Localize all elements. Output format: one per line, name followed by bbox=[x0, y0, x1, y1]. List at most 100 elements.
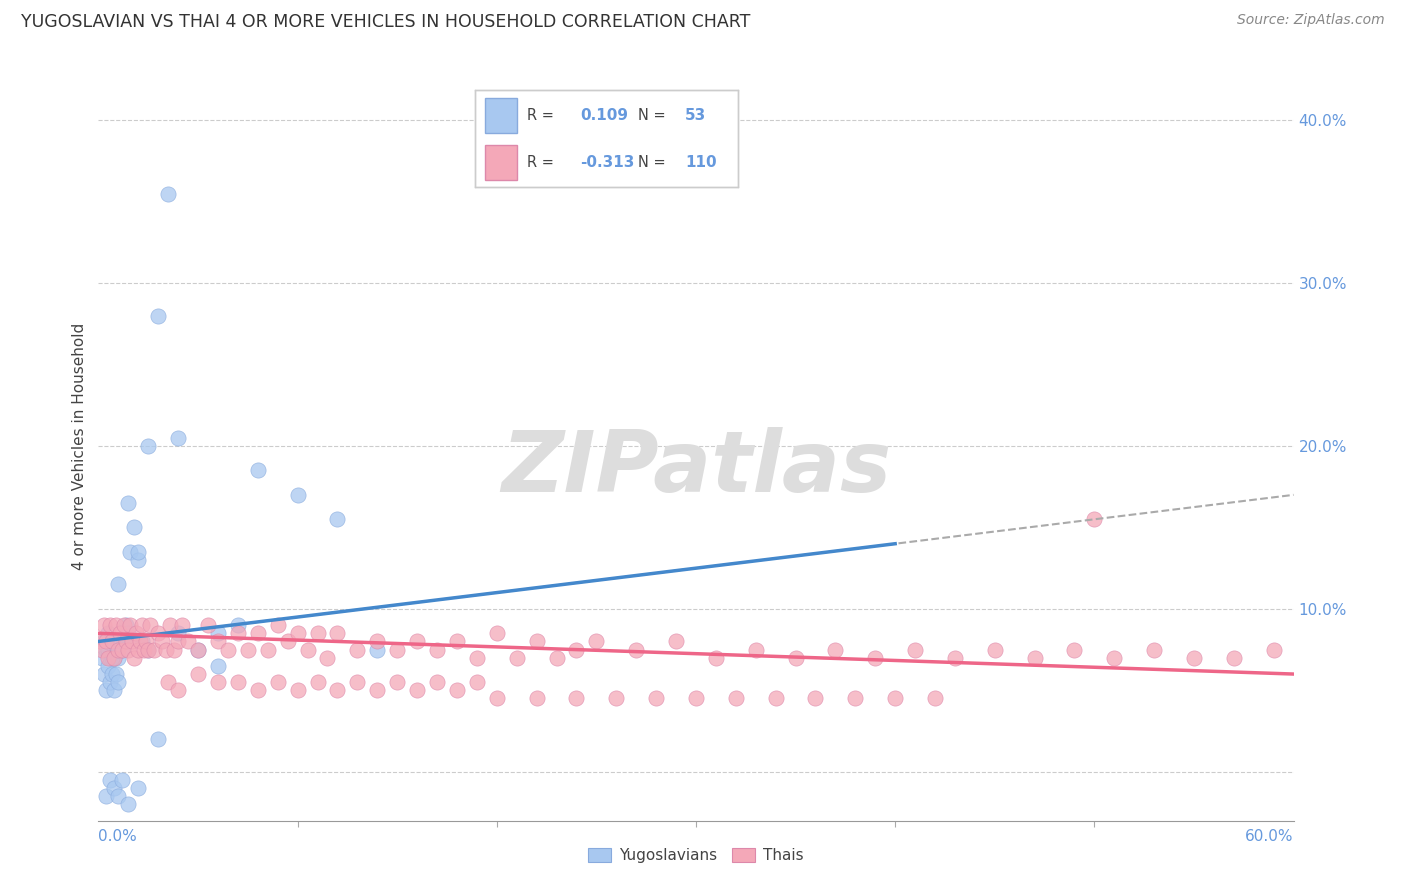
Text: 60.0%: 60.0% bbox=[1246, 829, 1294, 844]
Point bbox=[246, 683, 269, 698]
Point bbox=[585, 634, 607, 648]
Point bbox=[904, 642, 927, 657]
Point bbox=[167, 626, 190, 640]
Point bbox=[97, 642, 120, 657]
Point bbox=[884, 691, 907, 706]
Point bbox=[167, 634, 190, 648]
Point bbox=[107, 577, 129, 591]
Text: ZIPatlas: ZIPatlas bbox=[501, 427, 891, 510]
Point bbox=[446, 634, 468, 648]
Point bbox=[167, 683, 190, 698]
Point bbox=[177, 634, 200, 648]
Point bbox=[226, 626, 249, 640]
Point bbox=[1263, 642, 1285, 657]
Point bbox=[98, 618, 122, 632]
Point bbox=[163, 642, 186, 657]
Point bbox=[506, 650, 529, 665]
Point bbox=[98, 650, 122, 665]
Point bbox=[385, 675, 409, 690]
Point bbox=[765, 691, 787, 706]
Point bbox=[485, 691, 508, 706]
Point bbox=[101, 650, 124, 665]
Point bbox=[824, 642, 846, 657]
Point bbox=[446, 683, 468, 698]
Point bbox=[605, 691, 627, 706]
Point bbox=[385, 642, 409, 657]
Point bbox=[167, 431, 190, 445]
Point bbox=[91, 642, 114, 657]
Point bbox=[93, 667, 115, 681]
Point bbox=[1063, 642, 1085, 657]
Point bbox=[91, 650, 114, 665]
Point bbox=[157, 675, 180, 690]
Point bbox=[844, 691, 866, 706]
Point bbox=[465, 650, 488, 665]
Point bbox=[645, 691, 668, 706]
Point bbox=[101, 634, 124, 648]
Legend: Yugoslavians, Thais: Yugoslavians, Thais bbox=[582, 842, 810, 869]
Point bbox=[246, 626, 269, 640]
Point bbox=[1024, 650, 1046, 665]
Point bbox=[155, 642, 177, 657]
Point bbox=[943, 650, 966, 665]
Point bbox=[287, 488, 309, 502]
Point bbox=[97, 659, 120, 673]
Point bbox=[107, 789, 129, 804]
Point bbox=[406, 683, 429, 698]
Point bbox=[107, 675, 129, 690]
Point bbox=[1083, 512, 1105, 526]
Point bbox=[96, 789, 118, 804]
Point bbox=[1143, 642, 1166, 657]
Point bbox=[139, 618, 162, 632]
Point bbox=[207, 675, 229, 690]
Point bbox=[127, 553, 149, 567]
Point bbox=[197, 618, 219, 632]
Point bbox=[124, 520, 146, 534]
Point bbox=[226, 675, 249, 690]
Point bbox=[143, 642, 166, 657]
Point bbox=[526, 634, 548, 648]
Point bbox=[112, 618, 135, 632]
Point bbox=[127, 642, 149, 657]
Point bbox=[136, 642, 159, 657]
Point bbox=[526, 691, 548, 706]
Point bbox=[93, 618, 115, 632]
Point bbox=[148, 309, 170, 323]
Point bbox=[187, 642, 209, 657]
Point bbox=[346, 675, 368, 690]
Point bbox=[125, 626, 148, 640]
Point bbox=[111, 642, 134, 657]
Point bbox=[287, 683, 309, 698]
Point bbox=[984, 642, 1007, 657]
Point bbox=[103, 780, 125, 795]
Point bbox=[287, 626, 309, 640]
Point bbox=[129, 634, 152, 648]
Point bbox=[1223, 650, 1246, 665]
Point bbox=[172, 618, 194, 632]
Point bbox=[93, 634, 115, 648]
Point bbox=[131, 618, 153, 632]
Point bbox=[745, 642, 768, 657]
Point bbox=[117, 797, 139, 812]
Point bbox=[159, 618, 181, 632]
Point bbox=[724, 691, 747, 706]
Point bbox=[685, 691, 707, 706]
Point bbox=[136, 642, 159, 657]
Y-axis label: 4 or more Vehicles in Household: 4 or more Vehicles in Household bbox=[72, 322, 87, 570]
Point bbox=[565, 691, 588, 706]
Point bbox=[704, 650, 727, 665]
Point bbox=[246, 463, 269, 477]
Point bbox=[96, 683, 118, 698]
Point bbox=[105, 618, 128, 632]
Point bbox=[105, 667, 128, 681]
Point bbox=[426, 675, 449, 690]
Point bbox=[98, 772, 122, 787]
Point bbox=[111, 642, 134, 657]
Point bbox=[98, 675, 122, 690]
Point bbox=[366, 634, 388, 648]
Point bbox=[103, 650, 125, 665]
Point bbox=[187, 667, 209, 681]
Point bbox=[117, 626, 139, 640]
Point bbox=[148, 626, 170, 640]
Point bbox=[120, 618, 142, 632]
